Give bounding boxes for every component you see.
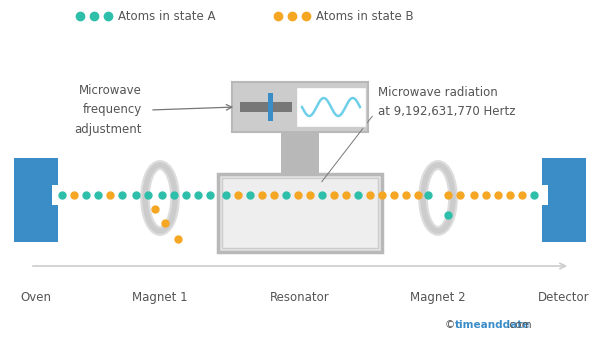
Bar — [296, 87, 366, 127]
Bar — [542, 158, 586, 242]
Bar — [281, 132, 319, 174]
Bar — [218, 174, 382, 252]
Text: Magnet 1: Magnet 1 — [132, 291, 188, 304]
Text: Detector: Detector — [538, 291, 590, 304]
Bar — [540, 185, 548, 205]
Bar — [268, 93, 273, 121]
Text: Resonator: Resonator — [270, 291, 330, 304]
Text: Microwave radiation
at 9,192,631,770 Hertz: Microwave radiation at 9,192,631,770 Her… — [378, 87, 515, 118]
Text: ©: © — [445, 320, 458, 330]
Text: Microwave
frequency
adjustment: Microwave frequency adjustment — [74, 85, 142, 135]
Text: Magnet 2: Magnet 2 — [410, 291, 466, 304]
Text: Atoms in state B: Atoms in state B — [316, 9, 413, 23]
Bar — [222, 178, 378, 248]
Text: timeanddate: timeanddate — [455, 320, 530, 330]
Bar — [232, 82, 368, 132]
Text: .com: .com — [507, 320, 533, 330]
Bar — [52, 185, 60, 205]
Text: Atoms in state A: Atoms in state A — [118, 9, 215, 23]
Bar — [240, 102, 292, 112]
Bar — [14, 158, 58, 242]
Bar — [222, 178, 378, 248]
Text: Oven: Oven — [20, 291, 52, 304]
